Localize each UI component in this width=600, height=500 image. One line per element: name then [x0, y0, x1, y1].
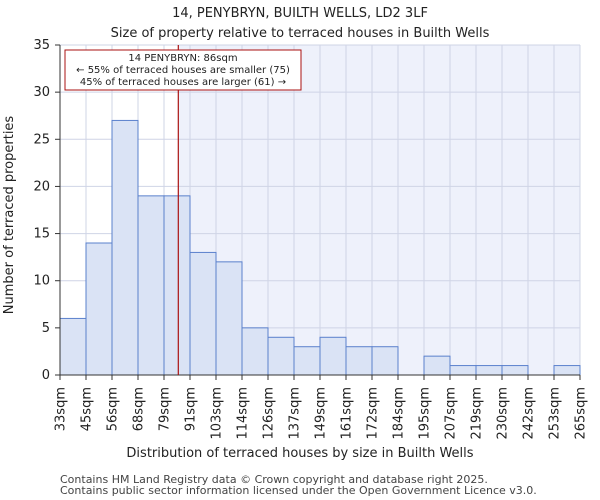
bar-56sqm: [111, 119, 139, 376]
x-tick-label-149sqm: 149sqm: [314, 387, 329, 440]
x-tick-label-230sqm: 230sqm: [496, 387, 511, 440]
x-tick-label-265sqm: 265sqm: [574, 387, 589, 440]
bar-230sqm: [501, 365, 529, 376]
x-tick-label-161sqm: 161sqm: [340, 387, 355, 440]
x-tick-label-184sqm: 184sqm: [392, 387, 407, 440]
x-tick-label-195sqm: 195sqm: [418, 387, 433, 440]
bar-114sqm: [241, 327, 269, 376]
bar-103sqm: [215, 261, 243, 376]
bar-91sqm: [189, 251, 217, 376]
x-tick-label-68sqm: 68sqm: [132, 387, 147, 431]
bar-161sqm: [345, 346, 373, 376]
x-tick-label-219sqm: 219sqm: [470, 387, 485, 440]
bar-149sqm: [319, 336, 347, 376]
x-tick-label-253sqm: 253sqm: [548, 387, 563, 440]
x-tick-label-137sqm: 137sqm: [288, 387, 303, 440]
bar-126sqm: [267, 336, 295, 376]
x-tick-label-79sqm: 79sqm: [158, 387, 173, 431]
x-tick-label-103sqm: 103sqm: [210, 387, 225, 440]
bar-137sqm: [293, 346, 321, 376]
annotation-line-2: ← 55% of terraced houses are smaller (75…: [76, 65, 290, 76]
y-tick-label-0: 0: [42, 368, 50, 383]
x-tick-label-172sqm: 172sqm: [366, 387, 381, 440]
annotation-box: [64, 49, 302, 91]
x-tick-label-45sqm: 45sqm: [80, 387, 95, 431]
highlight-region: [178, 45, 581, 375]
footer-line-2: Contains public sector information licen…: [60, 484, 537, 497]
y-tick-label-25: 25: [33, 132, 50, 147]
bar-33sqm: [59, 317, 87, 376]
bar-253sqm: [553, 365, 581, 376]
footer-line-1: Contains HM Land Registry data © Crown c…: [60, 473, 488, 486]
x-tick-label-126sqm: 126sqm: [262, 387, 277, 440]
y-tick-label-5: 5: [42, 321, 50, 336]
x-tick-label-56sqm: 56sqm: [106, 387, 121, 431]
chart-title: 14, PENYBRYN, BUILTH WELLS, LD2 3LF: [172, 6, 428, 21]
bar-195sqm: [423, 355, 451, 376]
bar-68sqm: [137, 195, 165, 376]
chart-subtitle: Size of property relative to terraced ho…: [111, 26, 490, 41]
y-tick-label-20: 20: [33, 179, 50, 194]
x-tick-label-114sqm: 114sqm: [236, 387, 251, 440]
annotation-line-1: 14 PENYBRYN: 86sqm: [128, 53, 237, 64]
x-tick-label-207sqm: 207sqm: [444, 387, 459, 440]
y-tick-label-35: 35: [33, 38, 50, 53]
annotation-line-3: 45% of terraced houses are larger (61) →: [80, 77, 286, 88]
y-tick-label-10: 10: [33, 274, 50, 289]
y-tick-label-15: 15: [33, 227, 50, 242]
y-tick-label-30: 30: [33, 85, 50, 100]
plot-area: 0 5 10 15 20 25 30 35 33sqm 45sqm 56sqm 68sqm 79sqm 9…: [33, 38, 588, 440]
bar-45sqm: [85, 242, 113, 376]
bar-172sqm: [371, 346, 399, 376]
bar-79sqm: [163, 195, 191, 376]
bar-207sqm: [449, 365, 477, 376]
bar-219sqm: [475, 365, 503, 376]
x-tick-label-33sqm: 33sqm: [54, 387, 69, 431]
y-axis-label: Number of terraced properties: [2, 116, 17, 315]
x-tick-label-242sqm: 242sqm: [522, 387, 537, 440]
x-tick-label-91sqm: 91sqm: [184, 387, 199, 431]
x-axis-label: Distribution of terraced houses by size …: [126, 446, 473, 461]
